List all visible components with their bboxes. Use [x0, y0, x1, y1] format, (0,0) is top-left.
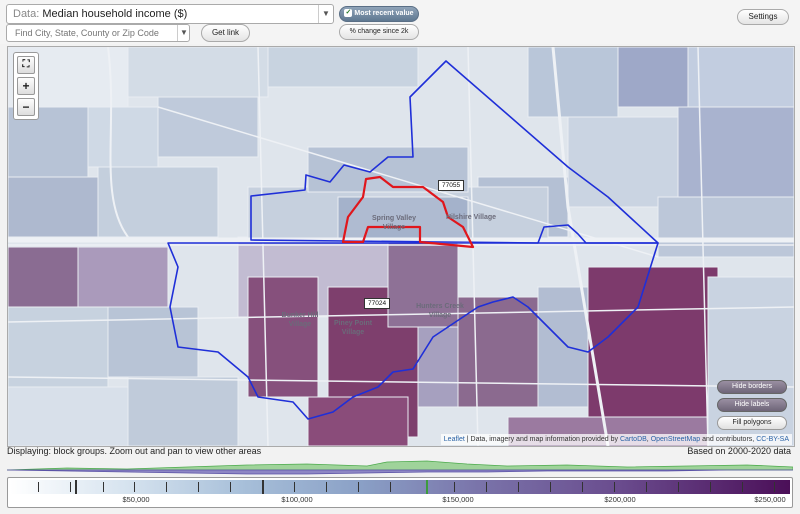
legend-tick — [134, 482, 135, 492]
legend-tick — [390, 482, 391, 492]
legend-tick — [454, 482, 455, 492]
zoom-out-button[interactable]: − — [17, 98, 35, 116]
legend-label: $200,000 — [604, 495, 636, 504]
legend-tick — [518, 482, 519, 492]
legend-tick-selected — [426, 480, 428, 494]
legend-tick — [262, 480, 264, 494]
attribution-text: | Data, imagery and map information prov… — [466, 436, 618, 443]
legend-tick — [103, 482, 104, 492]
legend-tick — [582, 482, 583, 492]
zip-boundaries — [167, 60, 659, 420]
leaflet-link[interactable]: Leaflet — [443, 436, 465, 443]
checkmark-icon: ✓ — [344, 9, 353, 18]
legend-tick — [646, 482, 647, 492]
legend-tick — [678, 482, 679, 492]
fullscreen-icon[interactable]: ⛶ — [17, 56, 35, 74]
legend-tick — [70, 482, 71, 492]
location-search-field[interactable] — [6, 24, 190, 42]
legend-label: $250,000 — [754, 495, 786, 504]
legend-tick — [774, 482, 775, 492]
legend-tick — [742, 482, 743, 492]
legend-tick — [38, 482, 39, 492]
cartodb-link[interactable]: CartoDB — [619, 436, 647, 443]
get-link-button[interactable]: Get link — [201, 24, 250, 42]
zoom-in-button[interactable]: + — [17, 77, 35, 95]
top-toolbar: Data: Median household income ($) ▼ ▼ Ge… — [0, 0, 800, 44]
legend-tick — [550, 482, 551, 492]
legend-tick — [326, 482, 327, 492]
openstreetmap-link[interactable]: OpenStreetMap — [650, 436, 701, 443]
zip-label-77055: 77055 — [438, 180, 465, 191]
most-recent-value-button[interactable]: ✓ Most recent value — [339, 6, 419, 22]
map-canvas[interactable]: Spring Valley Village Hilshire Village Bu… — [7, 46, 795, 447]
legend-label: $50,000 — [122, 495, 150, 504]
hide-labels-button[interactable]: Hide labels — [717, 398, 787, 412]
location-search-input[interactable] — [13, 27, 177, 39]
data-select[interactable]: Data: Median household income ($) ▼ — [6, 4, 334, 24]
place-label-hilshire: Hilshire Village — [446, 214, 496, 221]
legend-gradient — [10, 480, 790, 494]
license-link[interactable]: CC-BY-SA — [756, 436, 789, 443]
map-attribution: Leaflet | Data, imagery and map informat… — [440, 434, 792, 445]
selected-area-boundary — [341, 175, 475, 249]
legend-tick — [486, 482, 487, 492]
legend-tick — [614, 482, 615, 492]
place-label-piney-point: Piney Point Village — [334, 320, 373, 336]
legend-tick — [166, 482, 167, 492]
attribution-tail: and contributors, — [702, 436, 755, 443]
chevron-down-icon[interactable]: ▼ — [177, 25, 190, 41]
place-label-hunters-creek: Hunters Creek Village — [416, 303, 464, 319]
legend-tick — [230, 482, 231, 492]
place-label-bunker-hill: Bunker Hill Village — [282, 312, 319, 328]
legend-tick — [710, 482, 711, 492]
fill-polygons-button[interactable]: Fill polygons — [717, 416, 787, 430]
legend-label: $150,000 — [442, 495, 474, 504]
hide-borders-button[interactable]: Hide borders — [717, 380, 787, 394]
most-recent-label: Most recent value — [354, 10, 414, 17]
zoom-control: ⛶ + − — [13, 52, 39, 120]
data-select-label: Data: — [13, 8, 40, 20]
place-labels: Spring Valley Village Hilshire Village Bu… — [282, 214, 497, 336]
chevron-down-icon[interactable]: ▼ — [318, 5, 333, 23]
value-histogram — [7, 460, 793, 475]
color-legend: $50,000 $100,000 $150,000 $200,000 $250,… — [7, 477, 793, 508]
data-range-note: Based on 2000-2020 data — [687, 446, 791, 456]
legend-tick — [358, 482, 359, 492]
zip-label-77024: 77024 — [364, 298, 391, 309]
choropleth-map: Spring Valley Village Hilshire Village Bu… — [8, 47, 794, 446]
displaying-status: Displaying: block groups. Zoom out and p… — [7, 446, 262, 456]
legend-label: $100,000 — [281, 495, 313, 504]
settings-button[interactable]: Settings — [737, 9, 789, 25]
legend-tick — [294, 482, 295, 492]
percent-change-button[interactable]: % change since 2k — [339, 24, 419, 40]
legend-tick — [75, 480, 77, 494]
place-label-spring-valley: Spring Valley Village — [372, 215, 416, 231]
attribution-comma: , — [646, 436, 649, 443]
data-select-value: Median household income ($) — [42, 8, 188, 20]
legend-tick — [198, 482, 199, 492]
